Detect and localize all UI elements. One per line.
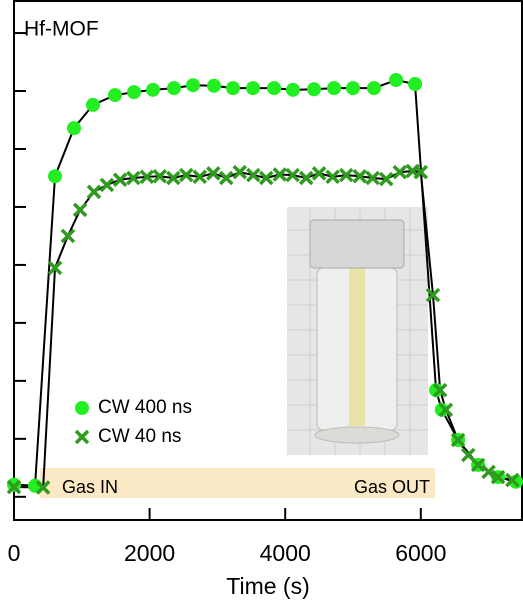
point: [413, 164, 429, 180]
point: [272, 167, 288, 182]
point: [166, 170, 181, 186]
point: [72, 202, 88, 218]
point: [346, 81, 360, 96]
point: [192, 169, 208, 185]
point: [86, 184, 102, 200]
point: [225, 81, 240, 96]
point: [139, 169, 155, 185]
legend-label: CW 40 ns: [98, 426, 181, 447]
point: [429, 383, 444, 398]
legend-marker: [74, 429, 90, 445]
point: [481, 464, 496, 480]
point: [378, 171, 394, 187]
point: [145, 82, 160, 97]
point: [352, 168, 368, 184]
series-line: [13, 170, 513, 489]
point: [450, 432, 466, 448]
x-tick-label: 0: [8, 540, 21, 566]
point: [108, 88, 123, 103]
point: [35, 480, 51, 495]
point: [60, 228, 76, 244]
point: [112, 172, 128, 187]
point: [408, 77, 423, 92]
x-axis-label: Time (s): [226, 573, 309, 599]
point: [365, 170, 380, 186]
point: [438, 402, 454, 418]
series-line: [13, 78, 517, 487]
point: [6, 479, 22, 495]
point: [99, 177, 115, 193]
point: [152, 168, 168, 184]
point: [285, 82, 300, 97]
point: [178, 167, 194, 183]
point: [206, 166, 221, 181]
point: [258, 170, 274, 186]
point: [505, 472, 520, 488]
point: [432, 382, 448, 398]
point: [425, 287, 441, 303]
point: [311, 166, 327, 181]
annotation: Gas IN: [62, 477, 118, 497]
point: [470, 457, 486, 473]
point: [434, 402, 449, 417]
point: [85, 97, 100, 112]
gas-band: [40, 468, 435, 498]
point: [126, 170, 141, 186]
point: [298, 170, 314, 186]
point: [307, 82, 322, 97]
point: [392, 164, 408, 180]
point: [338, 167, 354, 183]
point: [245, 81, 260, 96]
point: [367, 81, 382, 96]
plot-frame: [13, 0, 523, 521]
chart-title: Hf-MOF: [24, 18, 99, 41]
point: [167, 81, 182, 96]
legend-marker: [75, 401, 89, 415]
point: [325, 169, 340, 185]
point: [47, 260, 63, 276]
legend-label: CW 400 ns: [98, 397, 192, 418]
point: [67, 121, 82, 136]
x-tick-label: 4000: [260, 540, 311, 566]
point: [285, 167, 300, 183]
x-tick-label: 2000: [124, 540, 175, 566]
annotation: Gas OUT: [354, 477, 430, 497]
inset-photo: [287, 207, 428, 455]
point: [327, 81, 342, 96]
point: [389, 73, 404, 87]
point: [48, 169, 63, 184]
point: [127, 85, 142, 100]
point: [185, 78, 200, 93]
point: [207, 78, 222, 93]
point: [232, 164, 248, 180]
x-tick-label: 6000: [395, 540, 446, 566]
point: [490, 469, 506, 485]
point: [218, 170, 234, 186]
point: [246, 167, 261, 183]
point: [267, 81, 282, 96]
